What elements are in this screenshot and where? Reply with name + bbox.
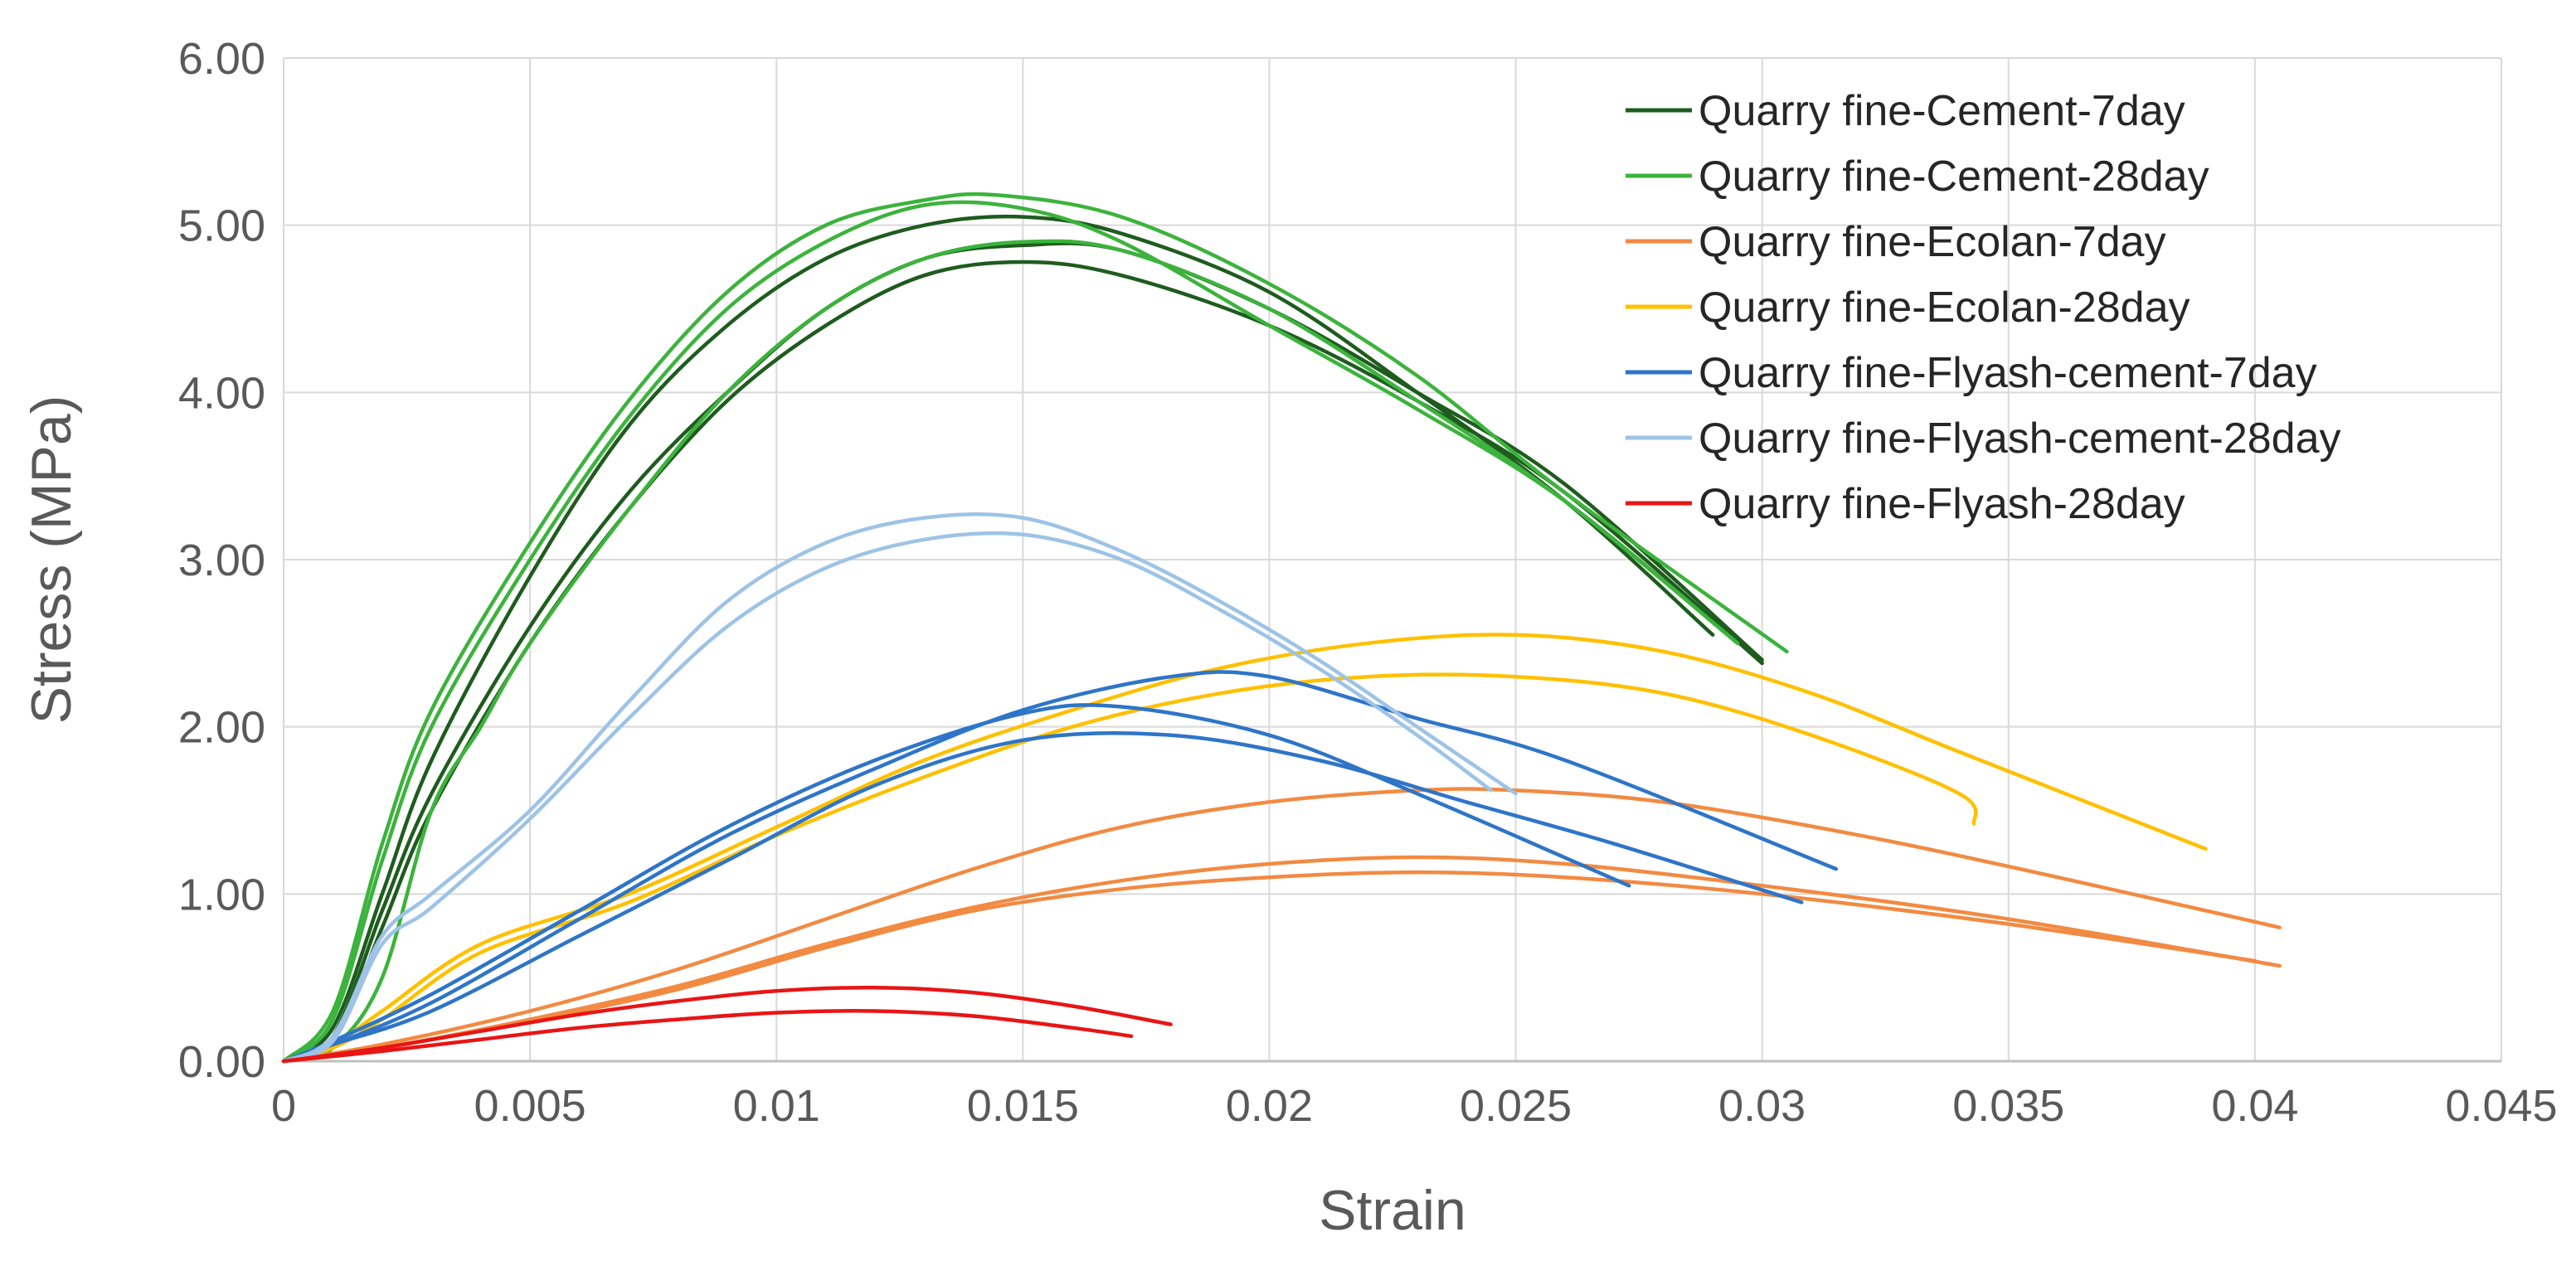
series-line <box>281 703 1631 1064</box>
series-2 <box>281 787 2282 1064</box>
x-tick-label: 0.025 <box>1460 1081 1572 1131</box>
series-1 <box>281 192 1789 1064</box>
x-tick-label: 0.04 <box>2211 1081 2298 1131</box>
x-tick-label: 0.035 <box>1952 1081 2064 1131</box>
series-line <box>281 855 2282 1064</box>
legend: Quarry fine-Cement-7day Quarry fine-Cemen… <box>1626 87 2341 528</box>
series-line <box>281 672 1978 1064</box>
series-line <box>281 200 1740 1064</box>
legend-item: Quarry fine-Ecolan-7day <box>1626 218 2166 266</box>
x-tick-label: 0.01 <box>733 1081 820 1131</box>
legend-label: Quarry fine-Flyash-cement-7day <box>1699 349 2317 397</box>
legend-label: Quarry fine-Cement-7day <box>1699 87 2185 135</box>
x-axis-ticks: 0 0.005 0.01 0.015 0.02 0.025 0.03 0.035 0.04 0.0… <box>271 1081 2558 1131</box>
x-axis-title: Strain <box>1319 1179 1466 1242</box>
gridlines <box>283 57 2502 1062</box>
y-tick-label: 1.00 <box>178 870 265 919</box>
legend-label: Quarry fine-Cement-28day <box>1699 153 2209 201</box>
y-tick-label: 6.00 <box>178 34 265 84</box>
legend-item: Quarry fine-Cement-28day <box>1626 153 2209 201</box>
y-axis-title: Stress (MPa) <box>20 395 83 725</box>
legend-item: Quarry fine-Flyash-cement-28day <box>1626 415 2341 463</box>
legend-label: Quarry fine-Ecolan-28day <box>1699 284 2190 332</box>
series-line <box>281 512 1518 1064</box>
y-tick-label: 3.00 <box>178 536 265 585</box>
legend-label: Quarry fine-Flyash-28day <box>1699 480 2185 528</box>
legend-item: Quarry fine-Cement-7day <box>1626 87 2185 135</box>
x-tick-label: 0.005 <box>474 1081 586 1131</box>
y-tick-label: 2.00 <box>178 703 265 753</box>
series-6 <box>281 985 1173 1064</box>
series-line <box>281 192 1789 1064</box>
series-4 <box>281 670 1839 1064</box>
series-line <box>281 633 2208 1064</box>
series-line <box>281 985 1173 1064</box>
series-line <box>281 214 1715 1064</box>
y-tick-label: 5.00 <box>178 201 265 251</box>
legend-label: Quarry fine-Flyash-cement-28day <box>1699 415 2341 463</box>
series-line <box>281 531 1494 1064</box>
series-5 <box>281 512 1518 1064</box>
x-tick-label: 0.03 <box>1718 1081 1806 1131</box>
series-line <box>281 239 1740 1064</box>
y-axis-ticks: 0.00 1.00 2.00 3.00 4.00 5.00 6.00 <box>178 34 265 1087</box>
legend-item: Quarry fine-Ecolan-28day <box>1626 284 2190 332</box>
series-line <box>281 1009 1134 1064</box>
legend-item: Quarry fine-Flyash-28day <box>1626 480 2185 528</box>
y-tick-label: 0.00 <box>178 1037 265 1087</box>
legend-label: Quarry fine-Ecolan-7day <box>1699 218 2166 266</box>
series-line <box>281 787 2282 1064</box>
series-3 <box>281 633 2208 1064</box>
series-layer <box>281 192 2282 1064</box>
x-tick-label: 0 <box>271 1081 296 1131</box>
series-line <box>281 870 2258 1064</box>
y-tick-label: 4.00 <box>178 368 265 418</box>
legend-item: Quarry fine-Flyash-cement-7day <box>1626 349 2317 397</box>
x-tick-label: 0.015 <box>967 1081 1079 1131</box>
x-tick-label: 0.02 <box>1226 1081 1313 1131</box>
series-line <box>281 730 1804 1064</box>
x-tick-label: 0.045 <box>2445 1081 2557 1131</box>
